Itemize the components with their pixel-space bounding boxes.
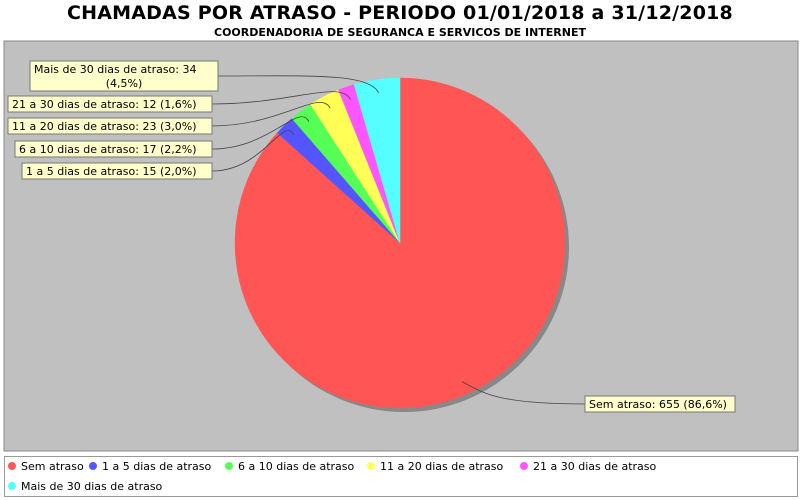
slice-label-text: 11 a 20 dias de atraso: 23 (3,0%) (12, 120, 196, 133)
legend-label: Sem atraso (21, 460, 84, 473)
pie-slice-6[interactable] (353, 77, 401, 244)
legend-item-2[interactable]: 1 a 5 dias de atraso (89, 459, 211, 475)
label-link-3 (211, 116, 310, 150)
label-link-5 (211, 91, 351, 105)
slice-label-text: 21 a 30 dias de atraso: 12 (1,6%) (12, 98, 196, 111)
slice-label-2: 1 a 5 dias de atraso: 15 (2,0%) (21, 162, 213, 180)
legend-item-5[interactable]: 21 a 30 dias de atraso (520, 459, 656, 475)
legend-label: 11 a 20 dias de atraso (380, 460, 504, 473)
legend-label: 6 a 10 dias de atraso (238, 460, 355, 473)
slice-label-1: Sem atraso: 655 (86,6%) (584, 395, 736, 413)
legend-item-4[interactable]: 11 a 20 dias de atraso (367, 459, 503, 475)
slice-label-5: 21 a 30 dias de atraso: 12 (1,6%) (7, 95, 213, 113)
slice-label-3: 6 a 10 dias de atraso: 17 (2,2%) (14, 140, 213, 158)
slice-label-text: 1 a 5 dias de atraso: 15 (2,0%) (26, 165, 196, 178)
chart-title: CHAMADAS POR ATRASO - PERIODO 01/01/2018… (67, 2, 733, 24)
legend-swatch (225, 462, 233, 470)
legend: Sem atraso 1 a 5 dias de atraso 6 a 10 dia… (4, 456, 798, 497)
legend-label: 21 a 30 dias de atraso (533, 460, 657, 473)
pie-chart: Sem atraso: 655 (86,6%) 1 a 5 dias de atr… (3, 40, 799, 452)
legend-swatch (8, 482, 16, 490)
legend-label: Mais de 30 dias de atraso (21, 480, 163, 493)
label-link-1 (461, 381, 586, 405)
legend-item-1[interactable]: Sem atraso (8, 459, 84, 475)
legend-item-6[interactable]: Mais de 30 dias de atraso (8, 479, 162, 495)
slice-label-text: 6 a 10 dias de atraso: 17 (2,2%) (19, 143, 196, 156)
chart-subtitle: COORDENADORIA DE SEGURANCA E SERVICOS DE… (214, 26, 586, 39)
label-link-6 (217, 75, 379, 93)
legend-swatch (520, 462, 528, 470)
slice-label-text: Sem atraso: 655 (86,6%) (589, 398, 727, 411)
slice-label-4: 11 a 20 dias de atraso: 23 (3,0%) (7, 117, 213, 135)
legend-swatch (89, 462, 97, 470)
label-link-4 (211, 102, 331, 127)
legend-item-3[interactable]: 6 a 10 dias de atraso (225, 459, 354, 475)
slice-label-text: Mais de 30 dias de atraso: 34 (4,5%) (34, 63, 197, 90)
label-link-2 (211, 130, 294, 172)
legend-label: 1 a 5 dias de atraso (102, 460, 212, 473)
legend-swatch (367, 462, 375, 470)
slice-label-6: Mais de 30 dias de atraso: 34 (4,5%) (29, 60, 219, 92)
legend-swatch (8, 462, 16, 470)
